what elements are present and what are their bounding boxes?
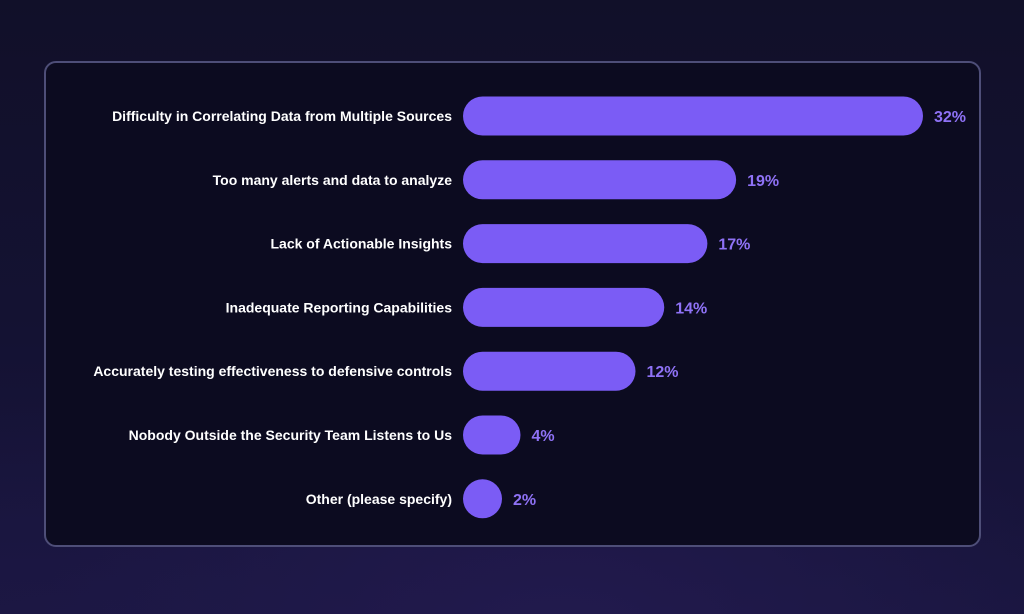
value-label: 2% — [513, 492, 536, 509]
value-label: 32% — [934, 109, 966, 126]
bar — [463, 224, 708, 264]
bar — [463, 287, 665, 327]
bar — [463, 351, 636, 391]
bar-chart: Difficulty in Correlating Data from Mult… — [93, 96, 966, 519]
category-label: Accurately testing effectiveness to defe… — [93, 363, 452, 379]
bar — [463, 96, 923, 136]
bar — [463, 415, 521, 455]
category-label: Lack of Actionable Insights — [270, 236, 452, 252]
category-label: Inadequate Reporting Capabilities — [226, 299, 453, 315]
value-label: 17% — [718, 237, 750, 254]
category-label: Other (please specify) — [306, 491, 452, 507]
category-label: Difficulty in Correlating Data from Mult… — [112, 108, 452, 124]
bar — [463, 160, 737, 200]
value-label: 19% — [747, 173, 779, 190]
value-label: 4% — [532, 428, 555, 445]
value-label: 12% — [647, 364, 679, 381]
bar — [463, 479, 502, 519]
chart-panel: Difficulty in Correlating Data from Mult… — [44, 61, 981, 547]
value-label: 14% — [675, 300, 707, 317]
category-label: Too many alerts and data to analyze — [213, 172, 453, 188]
category-label: Nobody Outside the Security Team Listens… — [129, 427, 453, 443]
